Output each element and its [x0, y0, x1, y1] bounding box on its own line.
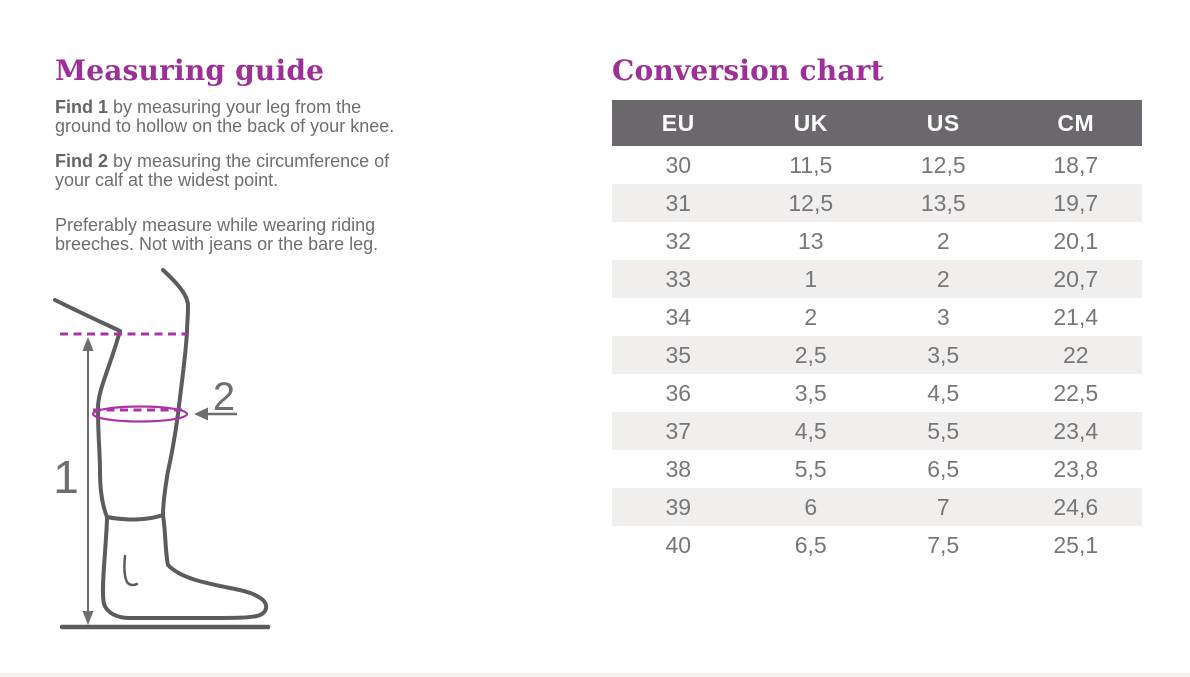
- table-row: 34 2 3 21,4: [612, 298, 1142, 336]
- table-cell: 13,5: [920, 189, 966, 216]
- table-cell: 35: [665, 341, 692, 368]
- table-header-row: EU UK US CM: [612, 100, 1142, 146]
- step1-label: Find 1: [55, 97, 108, 117]
- table-cell: 12,5: [920, 151, 966, 178]
- thigh-back-line: [53, 298, 122, 333]
- table-row: 40 6,5 7,5 25,1: [612, 526, 1142, 564]
- ankle-mark: [123, 554, 139, 587]
- calf-arrow-head: [194, 407, 208, 421]
- table-cell: 30: [665, 151, 692, 178]
- table-cell: 3: [936, 303, 950, 330]
- table-row: 35 2,5 3,5 22: [612, 336, 1142, 374]
- diagram-label-2: 2: [213, 375, 235, 419]
- step2-label: Find 2: [55, 151, 108, 171]
- table-cell: 12,5: [788, 189, 834, 216]
- height-arrow: [82, 337, 94, 625]
- page-bottom-divider: [0, 673, 1190, 677]
- table-cell: 2: [804, 303, 818, 330]
- foot-outline: [100, 513, 269, 620]
- table-cell: 13: [797, 227, 824, 254]
- table-cell: 23,4: [1053, 417, 1099, 444]
- measuring-step-1: Find 1 by measuring your leg from the gr…: [55, 98, 525, 136]
- column-header-us: US: [877, 100, 1010, 146]
- table-cell: 21,4: [1053, 303, 1099, 330]
- table-cell: 2: [936, 227, 950, 254]
- conversion-table: EU UK US CM 30 11,5 12,5 18,7 31 12,5 13,5 19,7 32 1…: [612, 100, 1142, 564]
- step1-description: by measuring your leg from the ground to…: [55, 97, 395, 136]
- table-cell: 2,5: [794, 341, 827, 368]
- column-header-uk: UK: [744, 100, 877, 146]
- conversion-chart-section: Conversion chart EU UK US CM 30 11,5 12,5 18,7…: [612, 55, 1142, 564]
- table-cell: 23,8: [1053, 455, 1099, 482]
- column-header-cm: CM: [1009, 100, 1142, 146]
- table-cell: 20,1: [1053, 227, 1099, 254]
- table-cell: 3,5: [794, 379, 827, 406]
- column-header-eu: EU: [612, 100, 745, 146]
- table-cell: 25,1: [1053, 531, 1099, 558]
- table-cell: 5,5: [794, 455, 827, 482]
- table-cell: 37: [665, 417, 692, 444]
- leg-measurement-diagram: 1 2: [53, 268, 271, 630]
- table-cell: 22: [1062, 341, 1089, 368]
- conversion-chart-title: Conversion chart: [612, 54, 884, 87]
- table-row: 38 5,5 6,5 23,8: [612, 450, 1142, 488]
- table-cell: 38: [665, 455, 692, 482]
- table-cell: 31: [665, 189, 692, 216]
- measuring-guide-title: Measuring guide: [55, 54, 325, 87]
- leg-front-line: [161, 268, 190, 517]
- step2-description: by measuring the circumference of your c…: [55, 151, 390, 190]
- table-cell: 6,5: [927, 455, 960, 482]
- table-row: 31 12,5 13,5 19,7: [612, 184, 1142, 222]
- table-cell: 19,7: [1053, 189, 1099, 216]
- table-cell: 3,5: [927, 341, 960, 368]
- table-cell: 7,5: [927, 531, 960, 558]
- calf-back-line: [96, 329, 122, 519]
- height-arrow-head-top: [82, 337, 94, 351]
- measuring-guide-section: Measuring guide Find 1 by measuring your…: [55, 55, 525, 254]
- table-cell: 4,5: [794, 417, 827, 444]
- table-cell: 34: [665, 303, 692, 330]
- table-row: 36 3,5 4,5 22,5: [612, 374, 1142, 412]
- table-cell: 40: [665, 531, 692, 558]
- table-cell: 5,5: [927, 417, 960, 444]
- table-cell: 6: [804, 493, 818, 520]
- table-cell: 22,5: [1053, 379, 1099, 406]
- measuring-step-2: Find 2 by measuring the circumference of…: [55, 152, 525, 190]
- table-cell: 20,7: [1053, 265, 1099, 292]
- height-arrow-head-bottom: [82, 611, 94, 625]
- table-cell: 7: [936, 493, 950, 520]
- table-cell: 11,5: [789, 151, 833, 178]
- table-row: 32 13 2 20,1: [612, 222, 1142, 260]
- measuring-note: Preferably measure while wearing riding …: [55, 216, 525, 254]
- table-cell: 4,5: [927, 379, 960, 406]
- table-cell: 6,5: [794, 531, 827, 558]
- table-cell: 36: [665, 379, 692, 406]
- table-cell: 2: [936, 265, 950, 292]
- calf-ellipse: [91, 405, 189, 423]
- table-cell: 39: [665, 493, 692, 520]
- table-row: 37 4,5 5,5 23,4: [612, 412, 1142, 450]
- table-row: 33 1 2 20,7: [612, 260, 1142, 298]
- table-cell: 32: [665, 227, 692, 254]
- calf-arrow: [194, 407, 237, 421]
- table-row: 30 11,5 12,5 18,7: [612, 146, 1142, 184]
- table-cell: 24,6: [1053, 493, 1099, 520]
- note-text: Preferably measure while wearing riding …: [55, 215, 379, 254]
- table-row: 39 6 7 24,6: [612, 488, 1142, 526]
- table-cell: 1: [804, 265, 818, 292]
- table-cell: 18,7: [1053, 151, 1099, 178]
- conversion-table-body: 30 11,5 12,5 18,7 31 12,5 13,5 19,7 32 13 2 20,1 33 1…: [612, 146, 1142, 564]
- diagram-label-1: 1: [53, 451, 79, 503]
- leg-outline: [53, 268, 269, 620]
- sock-top-line: [105, 513, 165, 522]
- table-cell: 33: [665, 265, 692, 292]
- conversion-table-head: EU UK US CM: [612, 100, 1142, 146]
